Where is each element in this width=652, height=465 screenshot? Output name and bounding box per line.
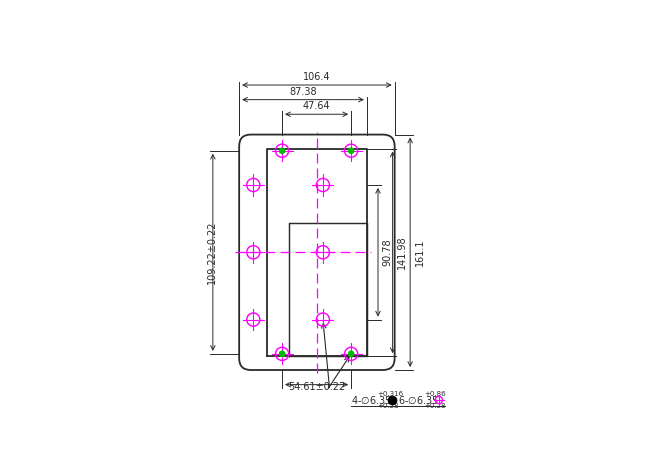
Circle shape <box>349 351 354 357</box>
Text: 90.78: 90.78 <box>382 239 393 266</box>
Circle shape <box>349 148 354 153</box>
Text: 141.98: 141.98 <box>397 236 407 269</box>
Text: 106.4: 106.4 <box>303 72 331 82</box>
Text: +0.28: +0.28 <box>378 403 399 409</box>
Text: 161.1: 161.1 <box>415 239 424 266</box>
Text: 6-$\varnothing$6.35: 6-$\varnothing$6.35 <box>398 394 439 406</box>
Text: 109.22±0.22: 109.22±0.22 <box>207 220 217 284</box>
Text: +0.86: +0.86 <box>424 391 446 397</box>
Text: 4-$\varnothing$6.35: 4-$\varnothing$6.35 <box>351 394 393 406</box>
Text: 54.61±0.22: 54.61±0.22 <box>288 382 346 392</box>
Text: 47.64: 47.64 <box>303 101 331 111</box>
Text: +0.28: +0.28 <box>424 403 446 409</box>
Circle shape <box>280 351 285 357</box>
Text: 87.38: 87.38 <box>289 86 317 97</box>
Circle shape <box>280 148 285 153</box>
Text: +0.316: +0.316 <box>378 391 404 397</box>
